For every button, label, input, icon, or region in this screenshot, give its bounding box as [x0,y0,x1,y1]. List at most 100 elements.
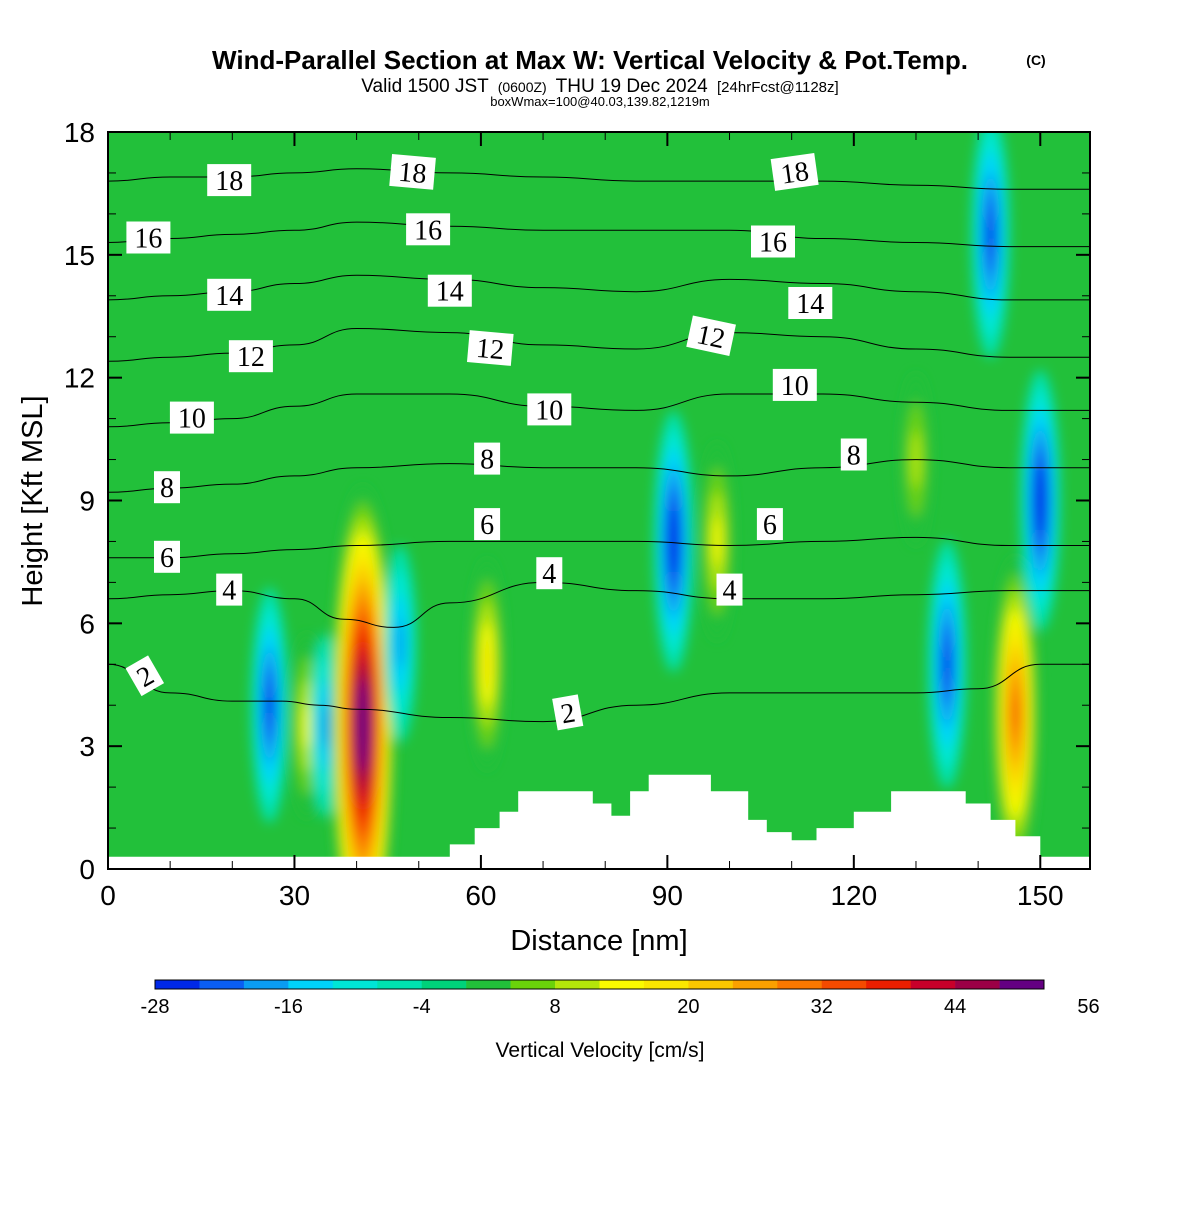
contour-label-23: 16 [751,225,795,259]
x-tick-label: 30 [279,880,310,911]
contour-label-24: 18 [207,164,252,197]
x-tick-label: 90 [652,880,683,911]
contour-label-text: 4 [542,559,556,590]
velocity-level [483,643,491,686]
velocity-level [987,213,994,256]
velocity-cell-8 [700,443,734,640]
contour-label-20: 14 [788,287,833,320]
contour-label-box [756,508,783,541]
valid-date: THU 19 Dec 2024 [556,76,709,97]
velocity-level [1012,696,1018,731]
velocity-cell-1 [251,587,288,823]
colorbar-tick-label: 44 [944,996,966,1018]
contour-label-box [216,573,243,606]
contour-label-13: 10 [527,393,572,426]
contour-label-text: 8 [480,445,494,476]
contour-label-text: 4 [723,576,737,607]
contour-label-text: 12 [237,342,265,373]
contour-label-6: 6 [154,540,180,574]
colorbar-swatch [155,980,200,989]
velocity-level [302,702,311,749]
colorbar-tick-label: 8 [549,996,560,1018]
colorbar-swatch [866,980,911,989]
contour-label-text: 16 [759,228,787,259]
x-tick-label: 150 [1017,880,1064,911]
contour-label-7: 6 [474,508,501,541]
x-tick-label: 0 [100,880,116,911]
contour-label-text: 10 [535,395,563,426]
velocity-level [713,516,722,567]
contour-label-4: 4 [536,557,563,590]
contour-label-18: 14 [207,278,252,312]
velocity-level [266,685,273,725]
contour-label-box [788,287,833,319]
y-tick-label: 9 [79,486,95,517]
contour-label-text: 14 [796,289,824,320]
x-tick-label: 60 [465,880,496,911]
contour-label-box [686,315,736,356]
contour-label-16: 12 [466,330,514,366]
theta-contour-4 [108,581,1090,628]
contour-label-5: 4 [716,573,743,607]
velocity-level [943,643,951,685]
y-tick-label: 3 [79,731,95,762]
colorbar-tick-label: -4 [413,996,431,1018]
velocity-level [321,702,330,749]
contour-label-box [716,573,743,606]
contour-label-box [840,438,867,471]
contour-label-text: 10 [781,371,809,402]
colorbar-swatch [910,980,956,989]
velocity-cell-4 [331,486,395,869]
contour-label-text: 6 [763,510,777,541]
contour-label-21: 16 [126,221,171,255]
contour-label-15: 12 [228,340,273,373]
velocity-cell-13 [901,373,931,546]
colorbar-tick-label: 32 [811,996,833,1018]
colorbar-swatch [555,980,600,989]
contour-label-box [126,221,171,254]
colorbar-tick-label: -16 [274,996,303,1018]
contour-label-11: 8 [840,438,867,472]
velocity-cell-12 [1020,370,1060,631]
contour-label-text: 8 [160,473,174,504]
contour-label-box [207,278,252,311]
colorbar-swatch [777,980,823,989]
chart-title: Wind-Parallel Section at Max W: Vertical… [212,45,968,75]
contour-label-box [751,225,795,258]
valid-line: Valid 1500 JST (0600Z) THU 19 Dec 2024 [… [361,76,838,97]
contour-label-text: 18 [779,156,811,191]
y-tick-label: 6 [79,608,95,639]
contour-label-12: 10 [169,401,214,435]
contour-label-text: 14 [215,281,243,312]
contour-label-10: 8 [474,442,501,476]
contour-label-26: 18 [770,153,819,191]
contour-label-text: 8 [847,441,861,472]
contour-label-text: 6 [160,543,174,574]
colorbar-swatch [688,980,734,989]
colorbar-swatch [821,980,867,989]
contour-label-box [474,442,501,475]
y-tick-label: 18 [64,117,95,148]
contour-label-box [427,274,472,307]
theta-contour-8 [108,459,1090,493]
colorbar-tick-label: -28 [141,996,170,1018]
colorbar-frame [154,979,1045,990]
contour-label-box [154,540,180,573]
velocity-cell-7 [653,411,694,672]
contour-label-box [207,164,252,197]
colorbar-swatch [732,980,778,989]
contour-label-17: 12 [686,315,736,356]
theta-contour-6 [108,536,1090,559]
colorbar-swatch [199,980,245,989]
colorbar-swatch [421,980,467,989]
forecast-info: [24hrFcst@1128z] [717,79,839,96]
contour-label-8: 6 [756,508,783,541]
contour-label-9: 8 [154,471,180,504]
colorbar-swatch [999,980,1045,989]
contour-label-text: 18 [397,157,428,190]
velocity-cell-9 [971,132,1010,359]
contour-label-text: 18 [215,166,243,197]
colorbar-tick-label: 56 [1077,996,1099,1018]
